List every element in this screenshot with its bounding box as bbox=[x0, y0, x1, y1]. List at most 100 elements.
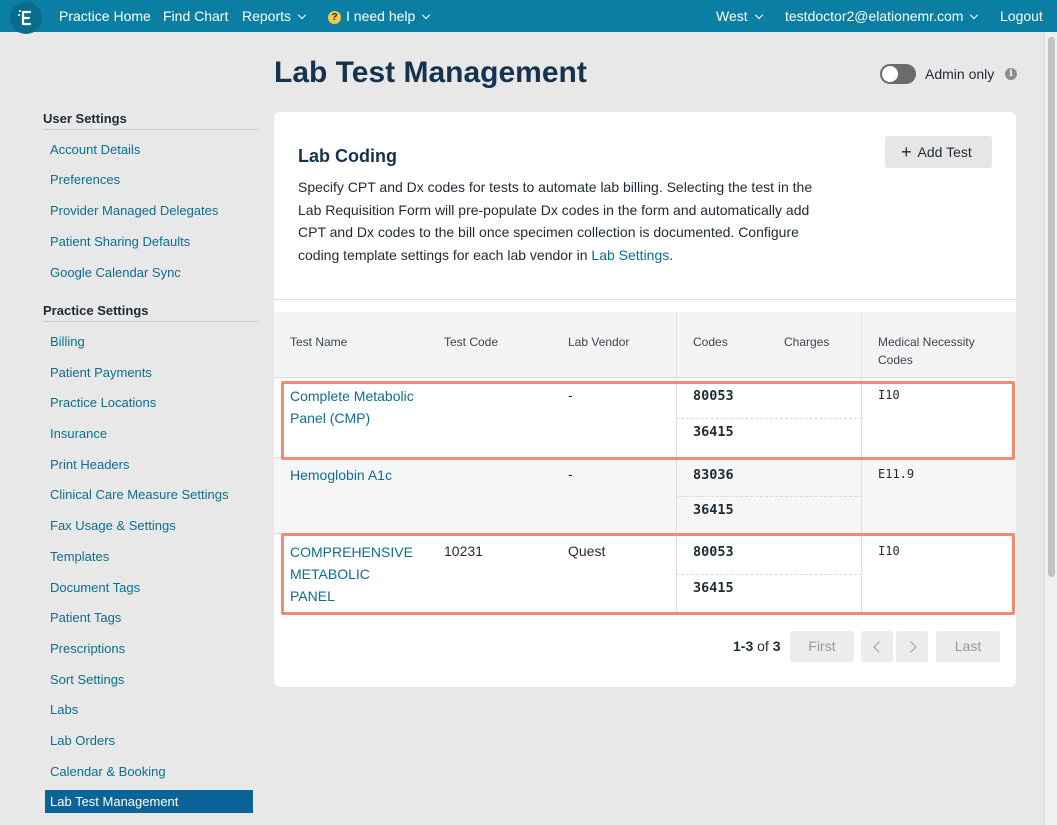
description-text: Specify CPT and Dx codes for tests to au… bbox=[298, 179, 813, 264]
lab-settings-link[interactable]: Lab Settings bbox=[591, 247, 670, 264]
page-scrollbar[interactable] bbox=[1044, 32, 1057, 825]
header-medical-necessity-line2: Codes bbox=[878, 353, 913, 367]
sidebar-item-patient-sharing-defaults[interactable]: Patient Sharing Defaults bbox=[50, 234, 191, 249]
code-divider bbox=[676, 574, 862, 575]
nav-practice-home[interactable]: Practice Home bbox=[59, 8, 151, 24]
test-name-link[interactable]: Hemoglobin A1c bbox=[290, 467, 392, 483]
lab-vendor: - bbox=[568, 387, 573, 403]
sidebar-item-google-calendar-sync[interactable]: Google Calendar Sync bbox=[50, 265, 181, 280]
header-codes: Codes bbox=[693, 335, 728, 349]
info-icon[interactable]: i bbox=[1005, 68, 1017, 80]
cpt-code: 80053 bbox=[693, 388, 734, 404]
cpt-code: 83036 bbox=[693, 467, 734, 483]
last-page-button[interactable]: Last bbox=[936, 631, 1000, 662]
chevron-down-icon bbox=[297, 10, 307, 20]
header-test-name[interactable]: Test Name bbox=[290, 335, 348, 349]
section-divider bbox=[43, 129, 258, 130]
header-divider bbox=[676, 312, 677, 378]
lab-vendor: Quest bbox=[568, 543, 606, 559]
cpt-code: 36415 bbox=[693, 424, 734, 440]
cpt-code: 80053 bbox=[693, 544, 734, 560]
lab-coding-card: Lab Coding + Add Test Specify CPT and Dx … bbox=[274, 112, 1016, 687]
admin-only-label: Admin only bbox=[925, 66, 995, 82]
nav-help-label: I need help bbox=[346, 8, 416, 24]
nav-user[interactable]: testdoctor2@elationemr.com bbox=[785, 8, 979, 24]
sidebar-item-lab-orders[interactable]: Lab Orders bbox=[50, 733, 116, 748]
card-title: Lab Coding bbox=[298, 146, 397, 166]
lab-vendor: - bbox=[568, 466, 573, 482]
sidebar-item-clinical-care-measure-settings[interactable]: Clinical Care Measure Settings bbox=[50, 487, 229, 502]
nav-location[interactable]: West bbox=[716, 8, 763, 24]
nav-help[interactable]: ? I need help bbox=[328, 8, 431, 25]
table-row bbox=[274, 458, 1016, 534]
sidebar-item-account-details[interactable]: Account Details bbox=[50, 142, 141, 157]
chevron-right-icon bbox=[904, 641, 917, 653]
test-name-link[interactable]: COMPREHENSIVE METABOLIC PANEL bbox=[290, 544, 413, 604]
toggle-knob bbox=[882, 66, 898, 82]
cpt-code: 36415 bbox=[693, 502, 734, 518]
sidebar-item-templates[interactable]: Templates bbox=[50, 549, 110, 564]
nav-find-chart[interactable]: Find Chart bbox=[163, 8, 229, 24]
prev-page-button[interactable] bbox=[861, 631, 893, 662]
medical-necessity-code: E11.9 bbox=[878, 467, 915, 481]
help-icon: ? bbox=[328, 11, 341, 24]
test-code: 10231 bbox=[444, 543, 483, 559]
practice-settings-title: Practice Settings bbox=[43, 303, 149, 318]
elation-logo[interactable] bbox=[10, 2, 42, 34]
nav-user-email: testdoctor2@elationemr.com bbox=[785, 8, 964, 24]
table-header: Test Name Test Code Lab Vendor Codes Cha… bbox=[274, 312, 1016, 378]
header-divider bbox=[861, 312, 862, 378]
sidebar-item-print-headers[interactable]: Print Headers bbox=[50, 457, 130, 472]
nav-logout[interactable]: Logout bbox=[1000, 8, 1043, 24]
top-nav: Practice Home Find Chart Reports ? I need… bbox=[0, 0, 1057, 34]
card-description: Specify CPT and Dx codes for tests to au… bbox=[298, 176, 818, 267]
test-name-link[interactable]: Complete Metabolic Panel (CMP) bbox=[290, 388, 414, 426]
sidebar-item-preferences[interactable]: Preferences bbox=[50, 172, 121, 187]
medical-necessity-code: I10 bbox=[878, 544, 900, 558]
description-end: . bbox=[669, 247, 674, 264]
medical-necessity-code: I10 bbox=[878, 388, 900, 402]
table-row bbox=[274, 534, 1016, 614]
sidebar-item-patient-tags[interactable]: Patient Tags bbox=[50, 610, 122, 625]
sidebar-item-document-tags[interactable]: Document Tags bbox=[50, 580, 141, 595]
pagination-total: 3 bbox=[772, 638, 781, 654]
user-settings-title: User Settings bbox=[43, 111, 127, 126]
table-row bbox=[274, 378, 1016, 458]
code-divider bbox=[676, 496, 862, 497]
admin-only-toggle[interactable] bbox=[880, 64, 916, 84]
chevron-down-icon bbox=[422, 10, 431, 20]
sidebar-item-provider-managed-delegates[interactable]: Provider Managed Delegates bbox=[50, 203, 219, 218]
sidebar-item-insurance[interactable]: Insurance bbox=[50, 426, 108, 441]
section-divider bbox=[43, 321, 258, 322]
header-charges: Charges bbox=[784, 335, 830, 349]
scrollbar-thumb[interactable] bbox=[1048, 37, 1055, 577]
sidebar-item-prescriptions[interactable]: Prescriptions bbox=[50, 641, 126, 656]
sidebar-item-fax-usage-settings[interactable]: Fax Usage & Settings bbox=[50, 518, 176, 533]
nav-reports[interactable]: Reports bbox=[242, 8, 307, 24]
sidebar-item-billing[interactable]: Billing bbox=[50, 334, 85, 349]
nav-reports-label: Reports bbox=[242, 8, 292, 24]
header-medical-necessity: Medical Necessity bbox=[878, 335, 975, 349]
add-test-button[interactable]: + Add Test bbox=[885, 136, 992, 168]
chevron-down-icon bbox=[970, 10, 979, 20]
next-page-button[interactable] bbox=[896, 631, 928, 662]
page-title: Lab Test Management bbox=[274, 56, 587, 89]
nav-location-label: West bbox=[716, 8, 748, 24]
sidebar-item-sort-settings[interactable]: Sort Settings bbox=[50, 672, 125, 687]
pagination-of: of bbox=[757, 638, 769, 654]
pagination-range: 1-3 bbox=[733, 638, 754, 654]
sidebar-item-lab-test-management[interactable]: Lab Test Management bbox=[45, 790, 253, 813]
code-divider bbox=[676, 418, 862, 419]
first-page-button[interactable]: First bbox=[790, 631, 854, 662]
sidebar-item-labs[interactable]: Labs bbox=[50, 702, 79, 717]
plus-icon: + bbox=[901, 142, 912, 162]
pagination-count: 1-3 of 3 bbox=[733, 638, 781, 654]
chevron-left-icon bbox=[872, 641, 885, 653]
sidebar-item-patient-payments[interactable]: Patient Payments bbox=[50, 365, 152, 380]
cpt-code: 36415 bbox=[693, 580, 734, 596]
sidebar-item-practice-locations[interactable]: Practice Locations bbox=[50, 395, 157, 410]
card-divider bbox=[274, 299, 1016, 300]
sidebar-item-calendar-booking[interactable]: Calendar & Booking bbox=[50, 764, 166, 779]
header-test-code[interactable]: Test Code bbox=[444, 335, 499, 349]
header-lab-vendor[interactable]: Lab Vendor bbox=[568, 335, 630, 349]
